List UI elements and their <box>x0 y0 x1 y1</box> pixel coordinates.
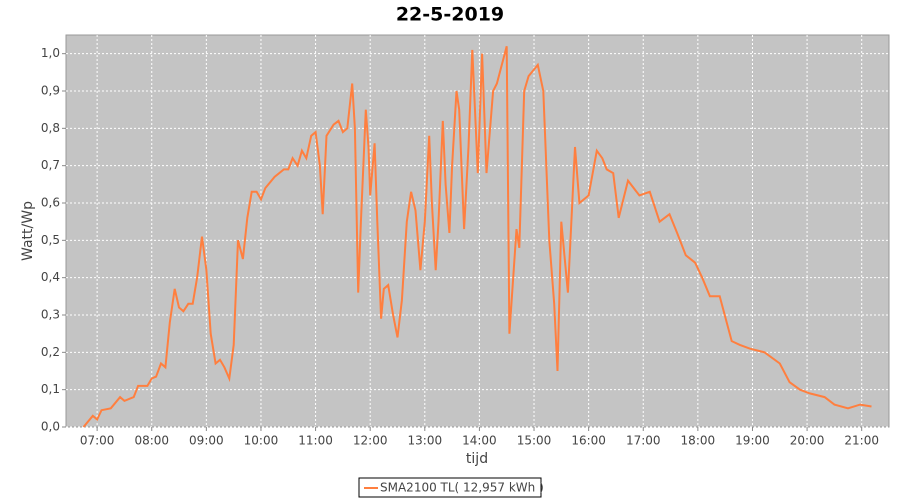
x-tick-label: 08:00 <box>134 434 169 448</box>
y-tick-label: 0,2 <box>41 345 60 359</box>
y-tick-label: 0,9 <box>41 84 60 98</box>
x-tick-label: 15:00 <box>517 434 552 448</box>
x-tick-label: 12:00 <box>353 434 388 448</box>
y-tick-label: 0,8 <box>41 121 60 135</box>
line-series <box>82 45 872 428</box>
x-axis-label: tijd <box>466 451 488 467</box>
y-tick-label: 0,6 <box>41 196 60 210</box>
x-tick-label: 13:00 <box>408 434 443 448</box>
y-tick-label: 0,4 <box>41 270 60 284</box>
x-tick-label: 10:00 <box>244 434 279 448</box>
y-tick-label: 1,0 <box>41 46 60 60</box>
y-tick-label: 0,1 <box>41 382 60 396</box>
x-tick-label: 11:00 <box>298 434 333 448</box>
plot-area <box>65 34 890 428</box>
x-tick-label: 17:00 <box>626 434 661 448</box>
y-axis-label: Watt/Wp <box>20 201 36 261</box>
x-tick-label: 19:00 <box>735 434 770 448</box>
legend <box>358 477 542 498</box>
y-tick-label: 0,0 <box>41 420 60 434</box>
x-tick-label: 21:00 <box>844 434 879 448</box>
y-tick-label: 0,5 <box>41 233 60 247</box>
y-tick-label: 0,3 <box>41 308 60 322</box>
x-tick-label: 07:00 <box>80 434 115 448</box>
x-tick-label: 18:00 <box>681 434 716 448</box>
y-tick-label: 0,7 <box>41 158 60 172</box>
x-tick-label: 09:00 <box>189 434 224 448</box>
x-tick-label: 16:00 <box>571 434 606 448</box>
x-tick-label: 20:00 <box>790 434 825 448</box>
x-tick-label: 14:00 <box>462 434 497 448</box>
chart-title: 22-5-2019 <box>396 4 504 26</box>
legend-label: SMA2100 TL( 12,957 kWh ) <box>380 481 544 495</box>
